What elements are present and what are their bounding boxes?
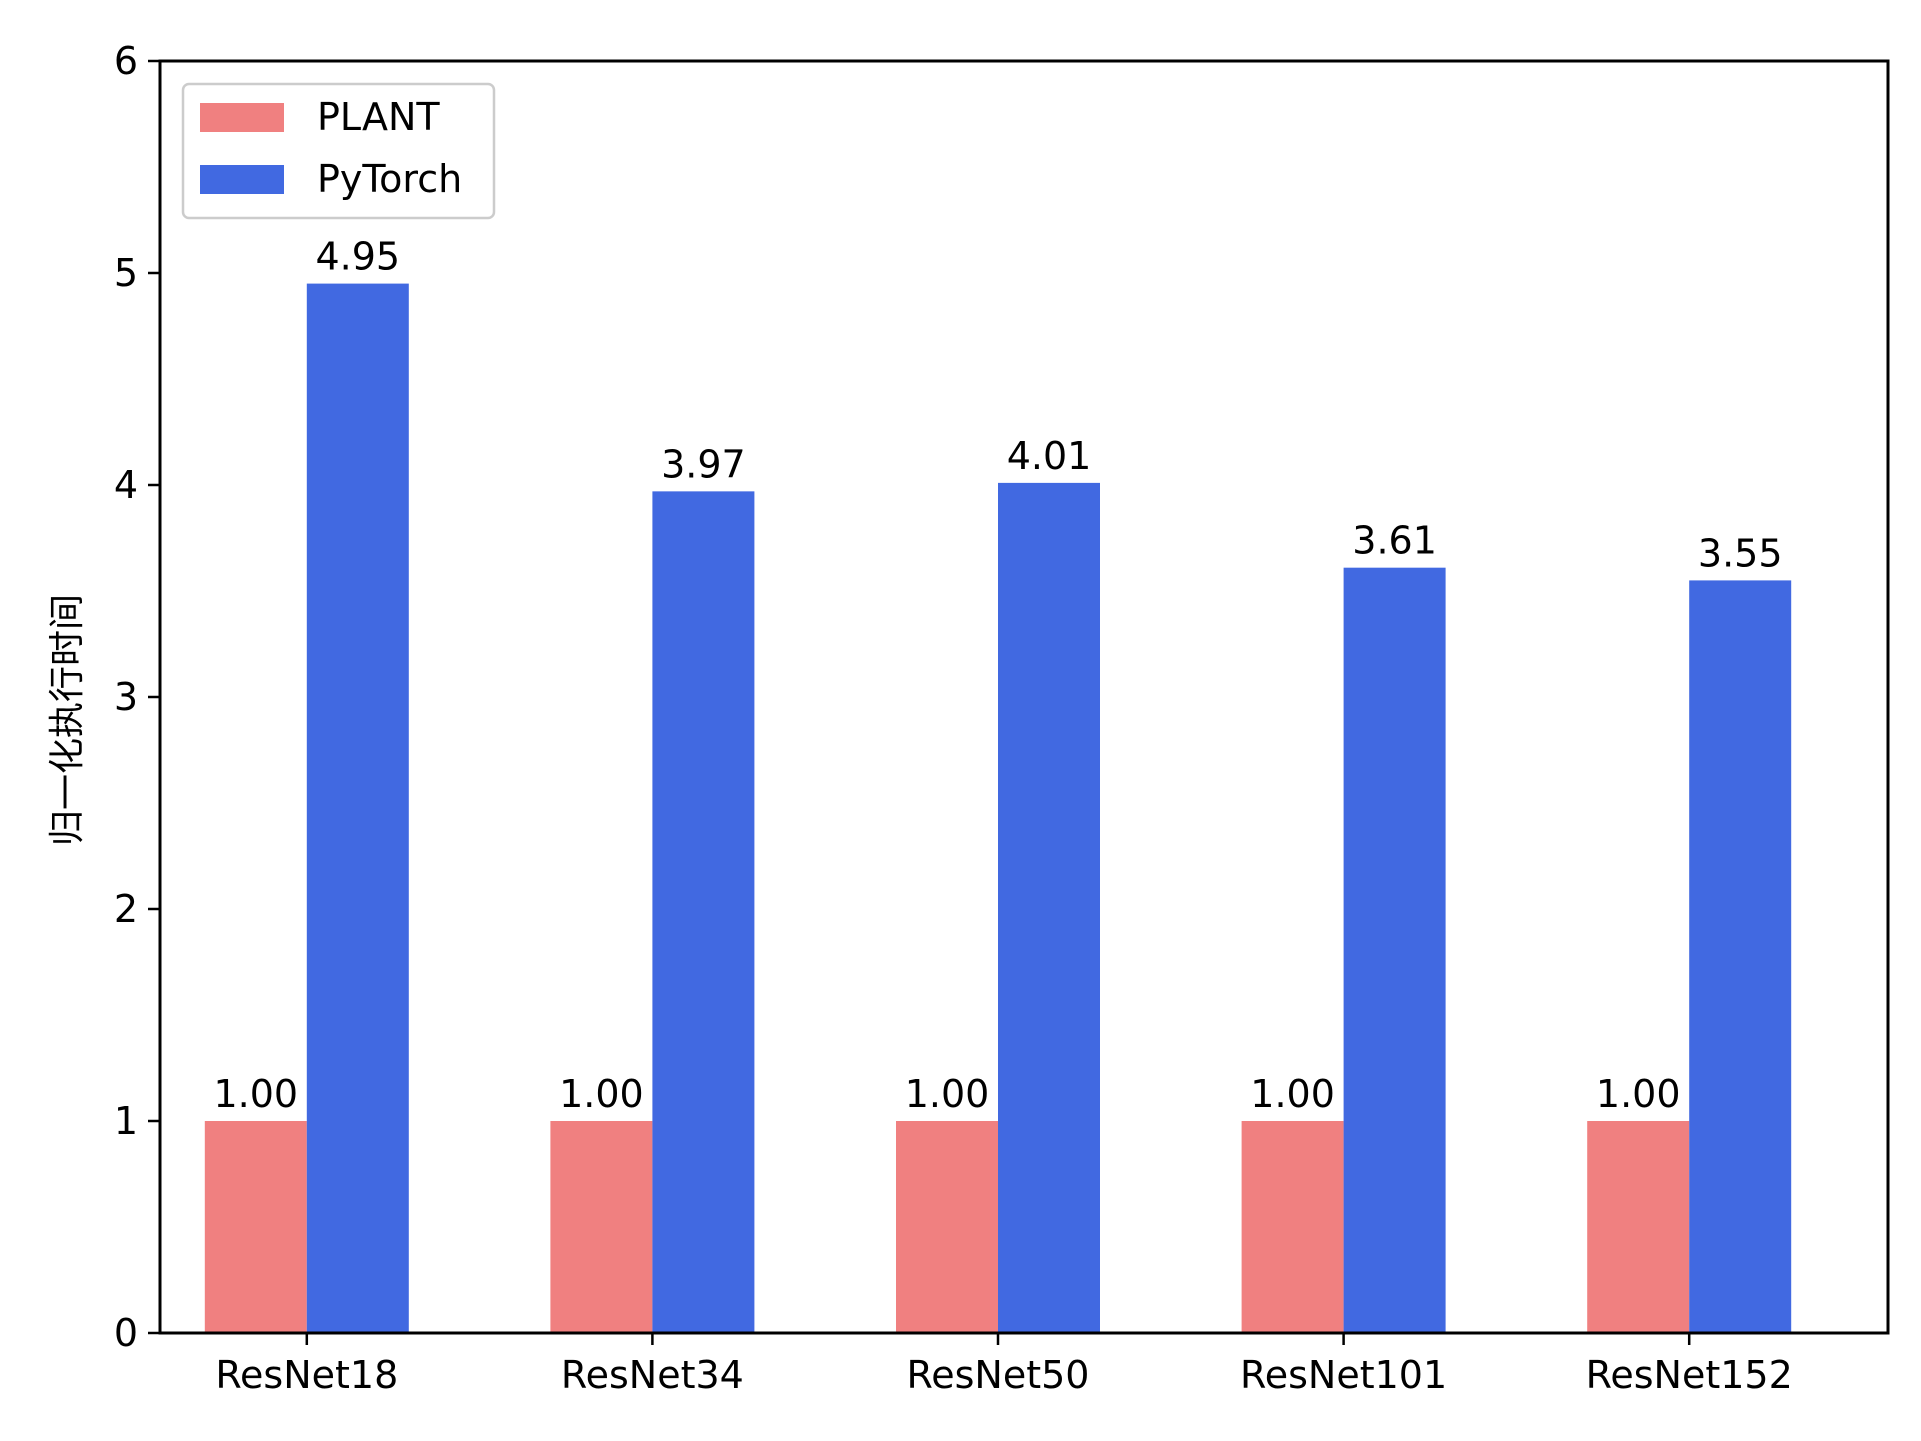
bar-value-label: 4.01 xyxy=(1007,434,1092,478)
y-tick-label: 6 xyxy=(114,39,138,83)
bars-group xyxy=(204,283,1792,1334)
bar-value-label: 1.00 xyxy=(213,1072,298,1116)
y-tick-label: 2 xyxy=(114,887,138,931)
y-tick-label: 1 xyxy=(114,1099,138,1143)
bar-value-label: 1.00 xyxy=(1250,1072,1335,1116)
bar-value-label: 4.95 xyxy=(315,235,400,279)
bar-pytorch-resnet101 xyxy=(1343,567,1446,1333)
y-tick-label: 5 xyxy=(114,251,138,295)
bar-plant-resnet50 xyxy=(896,1121,998,1333)
bar-plant-resnet101 xyxy=(1241,1121,1344,1333)
bar-value-label: 3.97 xyxy=(661,442,746,486)
bar-plant-resnet34 xyxy=(550,1121,653,1333)
y-ticks-group: 0 1 2 3 4 5 6 xyxy=(114,39,160,1355)
bar-value-label: 3.61 xyxy=(1352,519,1437,563)
legend: PLANT PyTorch xyxy=(181,82,496,220)
bar-plant-resnet152 xyxy=(1587,1121,1690,1333)
bar-value-label: 1.00 xyxy=(559,1072,644,1116)
y-axis-title: 归一化执行时间 xyxy=(47,594,88,846)
bar-pytorch-resnet34 xyxy=(652,491,755,1333)
legend-label-plant: PLANT xyxy=(317,95,440,139)
bar-value-label: 1.00 xyxy=(905,1072,990,1116)
bar-labels-group: 1.00 4.95 1.00 3.97 1.00 4.01 1.00 3.61 1.00 3.55 xyxy=(213,235,1782,1116)
legend-swatch-pytorch xyxy=(200,165,284,194)
plot-frame xyxy=(158,59,1890,1335)
bar-pytorch-resnet18 xyxy=(306,283,409,1334)
legend-swatch-plant xyxy=(200,103,284,132)
y-tick-label: 3 xyxy=(114,675,138,719)
legend-label-pytorch: PyTorch xyxy=(317,157,462,201)
x-tick-label: ResNet34 xyxy=(561,1353,744,1397)
bar-value-label: 3.55 xyxy=(1698,531,1783,575)
x-tick-label: ResNet152 xyxy=(1586,1353,1793,1397)
bar-pytorch-resnet152 xyxy=(1689,580,1792,1333)
y-tick-label: 0 xyxy=(114,1311,138,1355)
bar-value-label: 1.00 xyxy=(1596,1072,1681,1116)
bar-plant-resnet18 xyxy=(204,1121,307,1333)
x-ticks-group: ResNet18 ResNet34 ResNet50 ResNet101 ResNet1… xyxy=(215,1333,1793,1397)
y-tick-label: 4 xyxy=(114,463,138,507)
x-tick-label: ResNet101 xyxy=(1240,1353,1447,1397)
bar-pytorch-resnet50 xyxy=(998,482,1100,1333)
x-tick-label: ResNet50 xyxy=(907,1353,1090,1397)
x-tick-label: ResNet18 xyxy=(215,1353,398,1397)
